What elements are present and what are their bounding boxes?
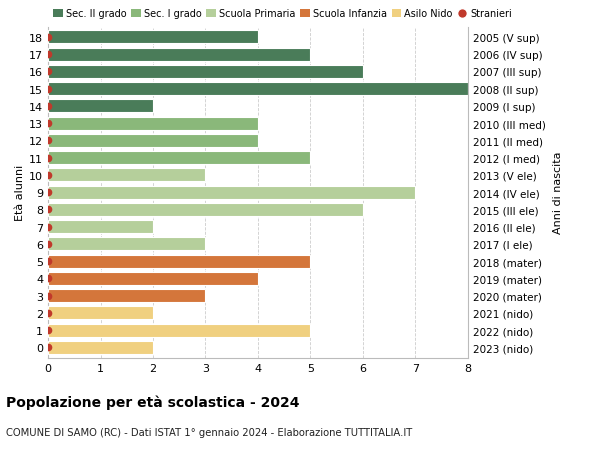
Bar bbox=[48, 324, 311, 337]
Bar bbox=[48, 118, 258, 130]
Bar bbox=[48, 169, 205, 182]
Bar bbox=[48, 203, 363, 217]
Bar bbox=[48, 152, 311, 165]
Bar bbox=[48, 49, 311, 62]
Y-axis label: Anni di nascita: Anni di nascita bbox=[553, 151, 563, 234]
Bar bbox=[48, 290, 205, 302]
Bar bbox=[48, 255, 311, 268]
Bar bbox=[48, 31, 258, 45]
Bar bbox=[48, 186, 415, 199]
Text: Popolazione per età scolastica - 2024: Popolazione per età scolastica - 2024 bbox=[6, 395, 299, 409]
Bar bbox=[48, 221, 153, 234]
Y-axis label: Età alunni: Età alunni bbox=[15, 165, 25, 221]
Bar bbox=[48, 134, 258, 148]
Bar bbox=[48, 66, 363, 79]
Bar bbox=[48, 83, 468, 96]
Bar bbox=[48, 272, 258, 285]
Bar bbox=[48, 307, 153, 320]
Legend: Sec. II grado, Sec. I grado, Scuola Primaria, Scuola Infanzia, Asilo Nido, Stran: Sec. II grado, Sec. I grado, Scuola Prim… bbox=[53, 9, 512, 19]
Text: COMUNE DI SAMO (RC) - Dati ISTAT 1° gennaio 2024 - Elaborazione TUTTITALIA.IT: COMUNE DI SAMO (RC) - Dati ISTAT 1° genn… bbox=[6, 427, 412, 437]
Bar bbox=[48, 100, 153, 113]
Bar bbox=[48, 238, 205, 251]
Bar bbox=[48, 341, 153, 354]
